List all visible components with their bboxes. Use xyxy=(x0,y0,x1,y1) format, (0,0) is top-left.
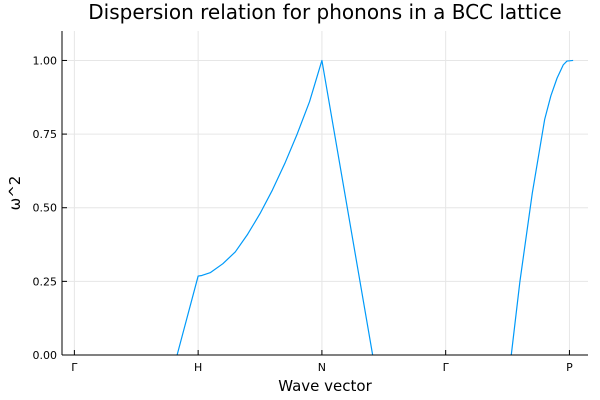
series-line-1 xyxy=(510,59,574,356)
x-tick-label-4: P xyxy=(566,361,573,374)
x-tick-label-1: H xyxy=(194,361,202,374)
x-axis-label: Wave vector xyxy=(278,377,372,395)
series-line-0 xyxy=(176,59,374,356)
axes: Γ H N Γ P 0.00 0.25 0.50 0.75 1.00 xyxy=(33,31,588,374)
y-tick-label-2: 0.50 xyxy=(33,202,58,215)
y-tick-label-4: 1.00 xyxy=(33,54,58,67)
y-tick-label-3: 0.75 xyxy=(33,128,58,141)
y-axis-label: ω^2 xyxy=(6,176,24,211)
series-layer xyxy=(176,59,574,356)
chart-title: Dispersion relation for phonons in a BCC… xyxy=(88,0,561,24)
x-tick-label-3: Γ xyxy=(443,361,450,374)
x-tick-label-2: N xyxy=(318,361,326,374)
y-tick-label-0: 0.00 xyxy=(33,349,58,362)
x-tick-label-0: Γ xyxy=(71,361,78,374)
y-tick-label-1: 0.25 xyxy=(33,275,58,288)
